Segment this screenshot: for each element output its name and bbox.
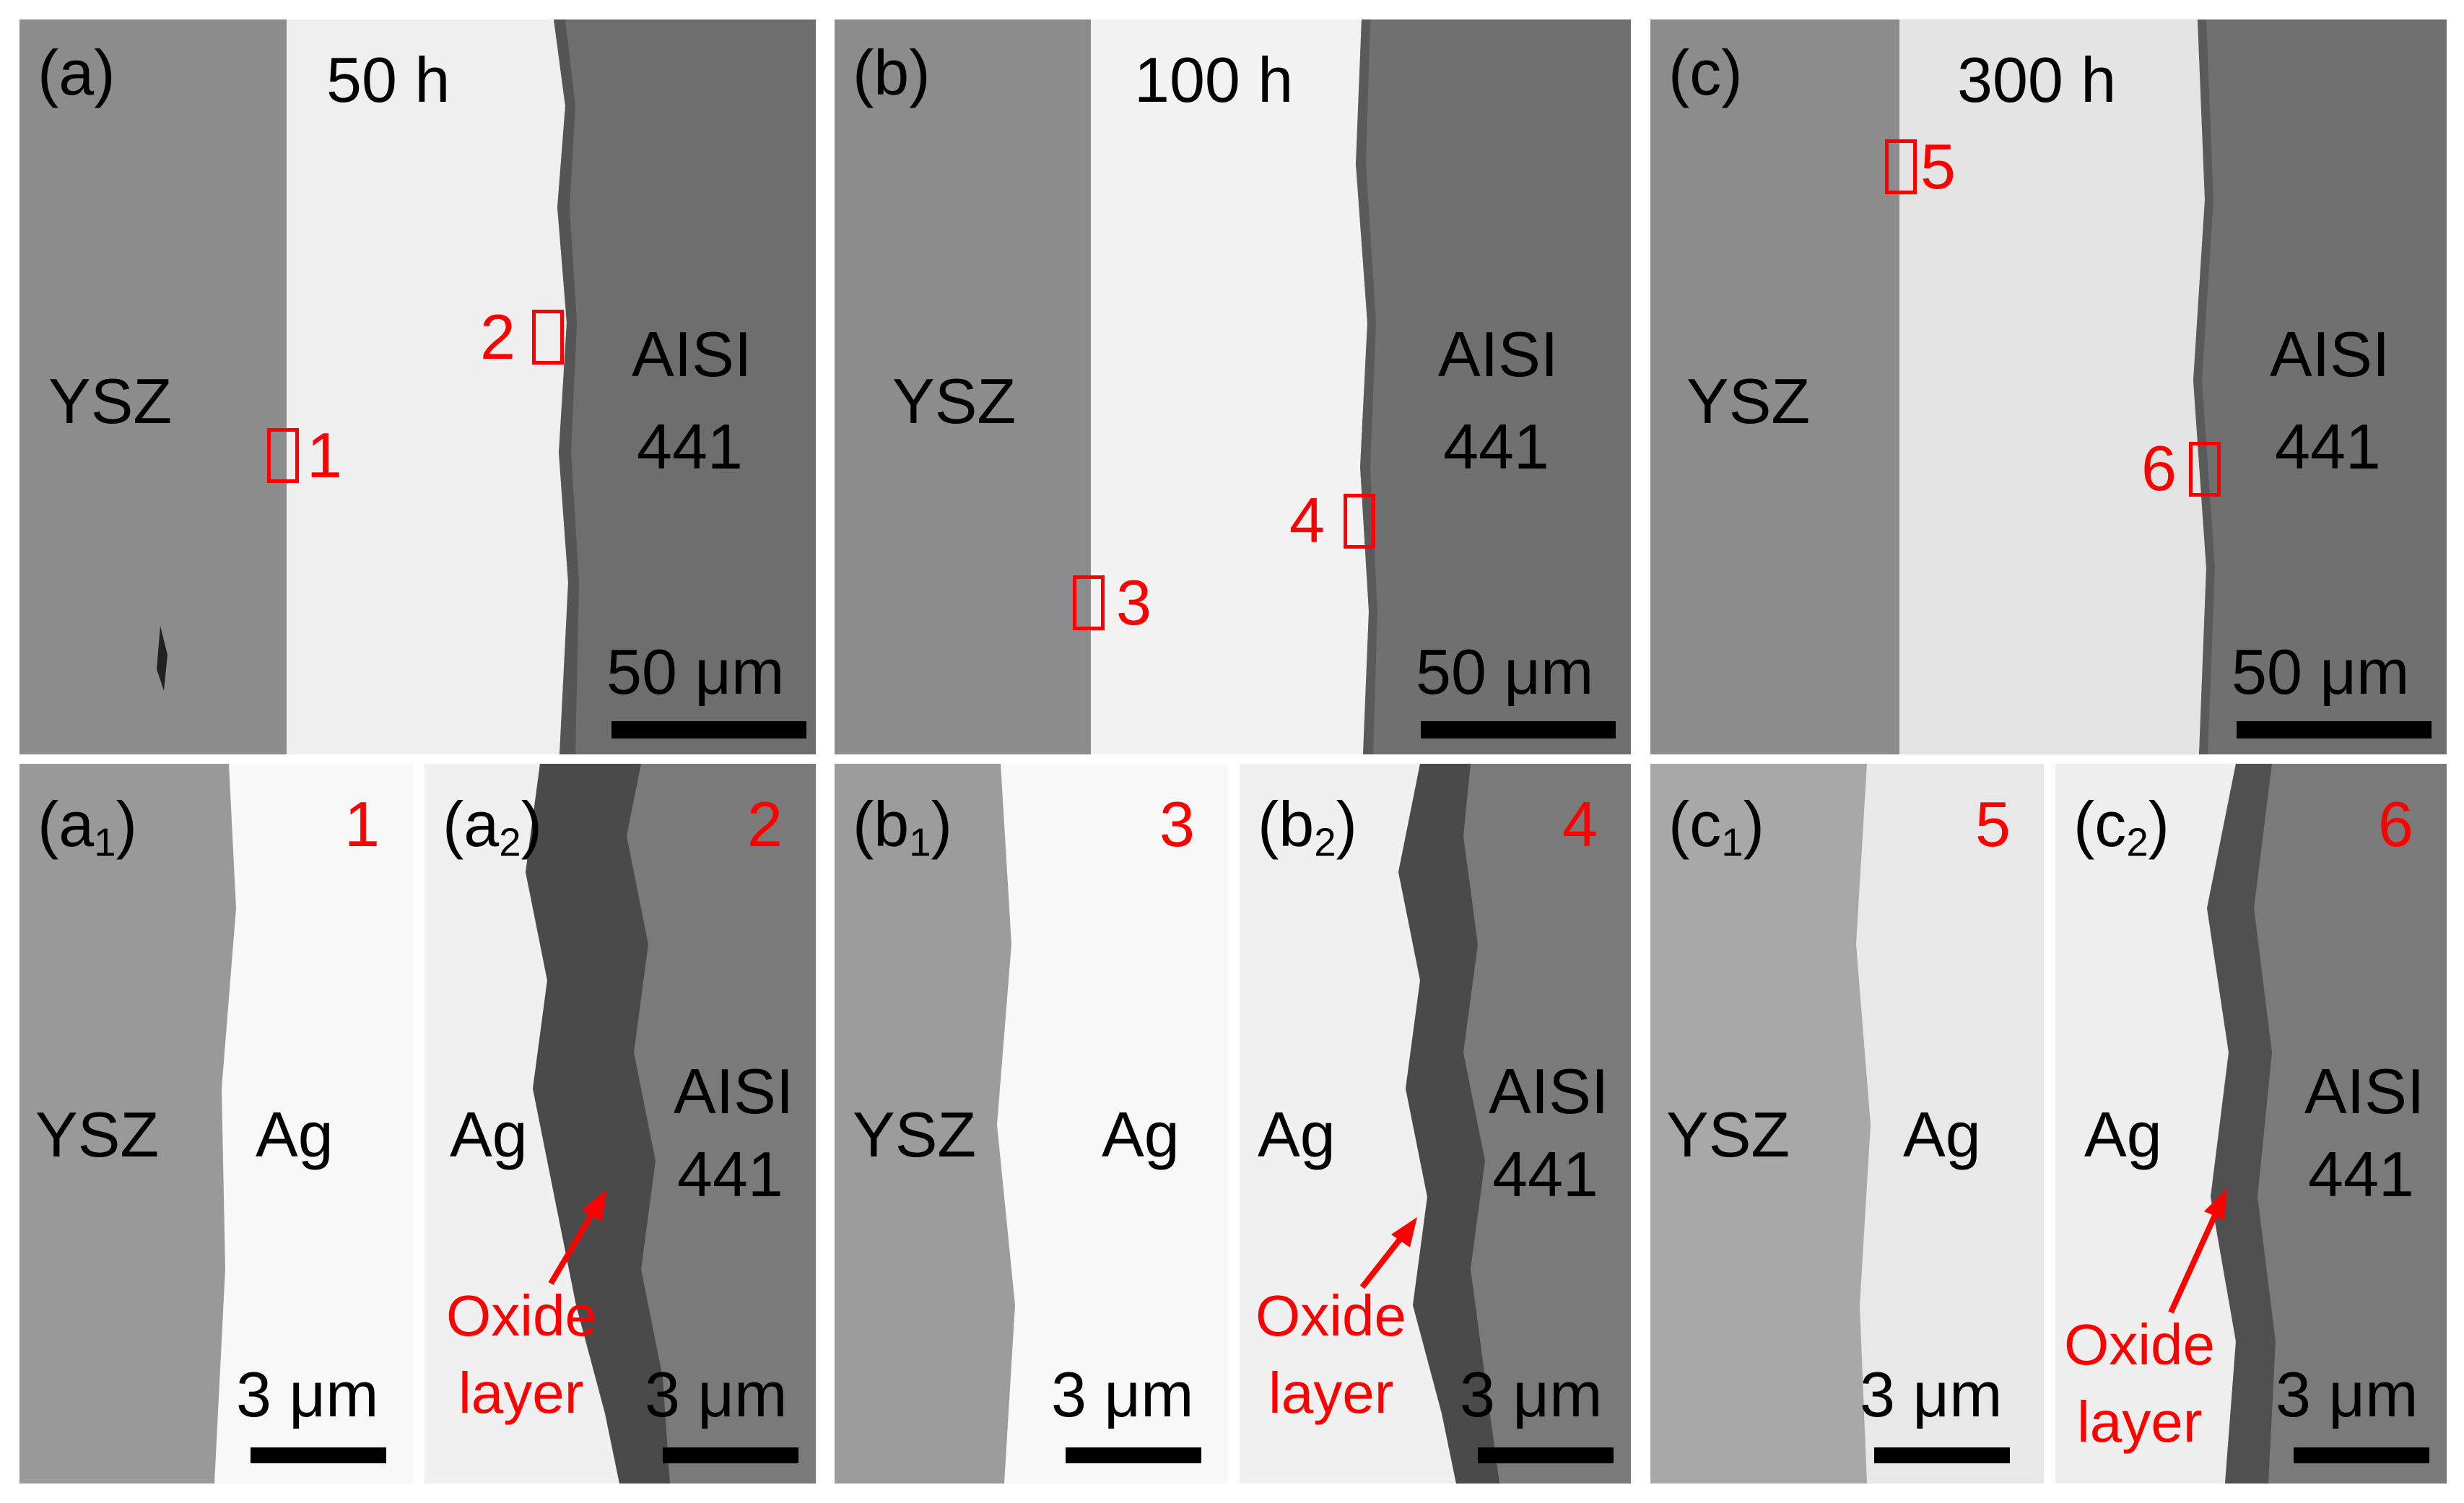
panel-b-ysz-label: YSZ [892,365,1016,437]
marker-box-4 [1344,494,1375,549]
marker-1: 1 [307,419,342,491]
panel-c-tag: (c) [1668,37,1743,108]
panel-c2-ag-label: Ag [2084,1099,2162,1170]
panel-b-time: 100 h [1134,44,1294,116]
panel-a2-oxide-label-2: layer [458,1361,584,1425]
panel-c2-441-label: 441 [2308,1138,2414,1210]
panel-a1-scale-bar [251,1447,386,1463]
panel-c2-number: 6 [2378,788,2413,860]
panel-a-scale-label: 50 μm [606,636,785,707]
panel-b1-scale-label: 3 μm [1051,1359,1194,1430]
marker-4: 4 [1289,484,1325,556]
sem-panel-b: (b) 100 h YSZ AISI 441 3 4 50 μm [835,19,1631,754]
panel-c1-scale-bar [1874,1447,2010,1463]
panel-a1-ysz-label: YSZ [35,1099,160,1170]
panel-c1-ag-label: Ag [1903,1099,1981,1170]
sem-panel-b1: (b1) 3 YSZ Ag 3 μm [835,764,1228,1484]
sem-micrograph-c1 [1650,764,2044,1484]
panel-b-tag: (b) [853,37,931,108]
sem-micrograph-a2 [425,764,816,1484]
panel-b1-number: 3 [1159,788,1195,860]
panel-b2-number: 4 [1562,788,1598,860]
panel-b2-scale-label: 3 μm [1460,1359,1603,1430]
panel-c-time: 300 h [1957,44,2117,116]
marker-2: 2 [480,301,515,373]
panel-c2-oxide-label-2: layer [2077,1390,2203,1454]
panel-c2-oxide-label-1: Oxide [2064,1312,2215,1377]
panel-a2-scale-label: 3 μm [645,1359,788,1430]
panel-b-441-label: 441 [1443,411,1549,482]
sem-panel-b2: (b2) 4 Ag AISI 441 Oxide layer 3 μm [1240,764,1631,1484]
marker-box-1 [267,428,299,483]
panel-b2-aisi-label: AISI [1489,1055,1609,1127]
panel-a2-oxide-label-1: Oxide [446,1284,597,1348]
panel-b-scale-label: 50 μm [1416,636,1594,707]
panel-c2-scale-bar [2294,1447,2429,1463]
panel-a-ysz-label: YSZ [48,365,173,437]
panel-c1-ysz-label: YSZ [1666,1099,1790,1170]
sem-micrograph-a [19,19,816,754]
panel-b-scale-bar [1421,721,1616,739]
panel-a-time: 50 h [326,44,450,116]
marker-6: 6 [2141,432,2177,504]
sem-panel-c: (c) 300 h YSZ AISI 441 5 6 50 μm [1650,19,2447,754]
panel-b2-ag-label: Ag [1258,1099,1336,1170]
panel-a2-scale-bar [663,1447,798,1463]
panel-b2-tag: (b2) [1258,788,1357,865]
panel-a2-number: 2 [747,788,783,860]
sem-panel-a: (a) 50 h YSZ AISI 441 1 2 50 μm [19,19,816,754]
sem-micrograph-a1 [19,764,413,1484]
panel-a2-ag-label: Ag [450,1099,528,1170]
panel-c1-scale-label: 3 μm [1860,1359,2003,1430]
sem-micrograph-c [1650,19,2447,754]
panel-b2-441-label: 441 [1492,1138,1598,1210]
sem-micrograph-b [835,19,1631,754]
panel-a-scale-bar [611,721,806,739]
panel-b-aisi-label: AISI [1438,318,1559,390]
panel-a-tag: (a) [38,37,116,108]
panel-a-aisi-label: AISI [632,318,752,390]
panel-a-441-label: 441 [637,411,743,482]
panel-c2-tag: (c2) [2073,788,2169,865]
panel-c1-tag: (c1) [1668,788,1764,865]
marker-box-6 [2189,442,2221,497]
panel-c2-aisi-label: AISI [2304,1055,2425,1127]
panel-a1-scale-label: 3 μm [236,1359,379,1430]
panel-c-441-label: 441 [2275,411,2381,482]
sem-micrograph-b2 [1240,764,1631,1484]
panel-a2-441-label: 441 [677,1138,783,1210]
sem-panel-a2: (a2) 2 Ag AISI 441 Oxide layer 3 μm [425,764,816,1484]
marker-3: 3 [1116,567,1152,638]
panel-c1-number: 5 [1975,788,2011,860]
panel-c-aisi-label: AISI [2270,318,2390,390]
panel-b2-scale-bar [1478,1447,1614,1463]
panel-c-scale-bar [2237,721,2432,739]
panel-b1-ag-label: Ag [1102,1099,1180,1170]
sem-panel-c1: (c1) 5 YSZ Ag 3 μm [1650,764,2044,1484]
marker-box-2 [532,310,564,365]
sem-micrograph-c2 [2055,764,2447,1484]
panel-c2-scale-label: 3 μm [2276,1359,2419,1430]
marker-box-5 [1885,139,1917,194]
panel-a1-tag: (a1) [38,788,137,865]
marker-5: 5 [1920,131,1956,202]
panel-b1-ysz-label: YSZ [853,1099,977,1170]
panel-b1-tag: (b1) [853,788,952,865]
panel-b2-oxide-label-2: layer [1268,1361,1394,1425]
panel-c-scale-label: 50 μm [2232,636,2410,707]
panel-b1-scale-bar [1066,1447,1201,1463]
panel-a2-aisi-label: AISI [674,1055,794,1127]
panel-a1-ag-label: Ag [256,1099,334,1170]
sem-micrograph-b1 [835,764,1228,1484]
marker-box-3 [1073,575,1105,630]
panel-b2-oxide-label-1: Oxide [1255,1284,1406,1348]
panel-a1-number: 1 [344,788,380,860]
sem-panel-a1: (a1) 1 YSZ Ag 3 μm [19,764,413,1484]
sem-panel-c2: (c2) 6 Ag AISI 441 Oxide layer 3 μm [2055,764,2447,1484]
panel-c-ysz-label: YSZ [1686,365,1811,437]
panel-a2-tag: (a2) [443,788,542,865]
